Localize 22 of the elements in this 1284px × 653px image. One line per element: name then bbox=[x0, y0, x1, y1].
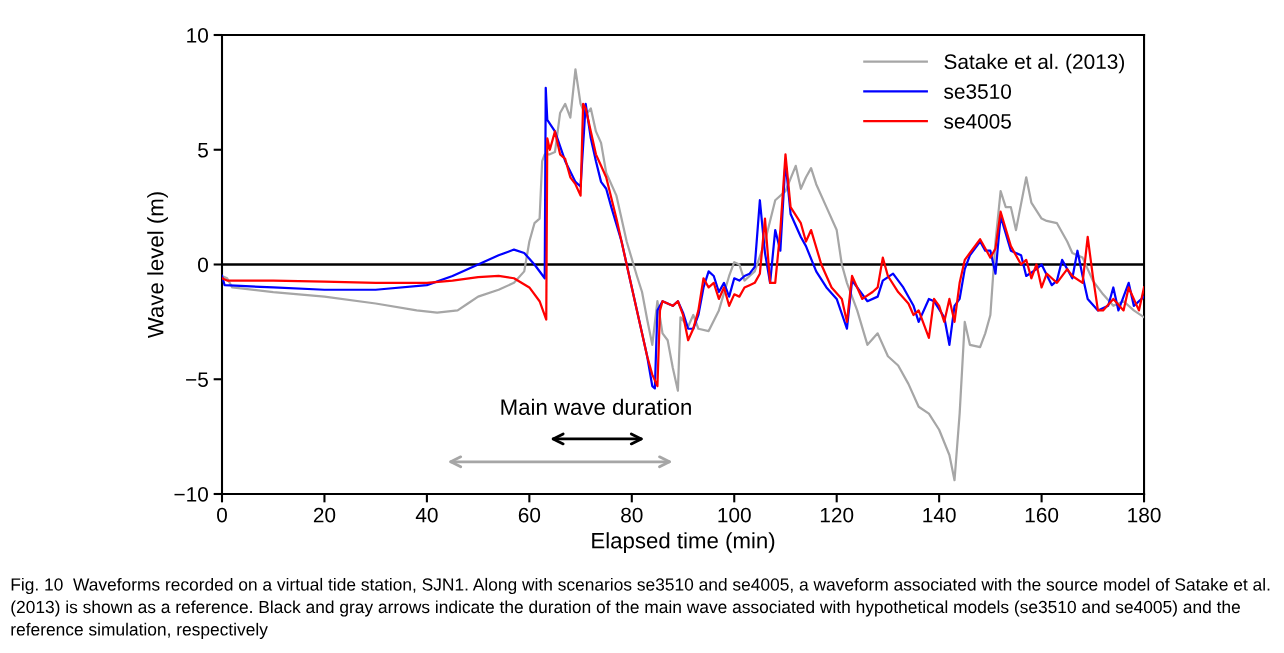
y-tick-label: −5 bbox=[186, 372, 208, 387]
x-axis-title: Elapsed time (min) bbox=[592, 532, 775, 553]
y-tick-label: −10 bbox=[174, 487, 208, 502]
y-tick-label: 10 bbox=[187, 28, 208, 43]
x-tick-label: 40 bbox=[415, 507, 438, 523]
x-tick-label: 80 bbox=[621, 507, 643, 523]
legend-label: se3510 bbox=[944, 84, 1012, 99]
x-tick-label: 100 bbox=[718, 507, 751, 523]
x-tick-label: 0 bbox=[217, 507, 227, 523]
x-tick-label: 160 bbox=[1025, 507, 1059, 523]
legend-label: Satake et al. (2013) bbox=[944, 53, 1125, 74]
x-tick-label: 20 bbox=[313, 507, 336, 523]
x-tick-label: 120 bbox=[820, 507, 854, 523]
y-tick-label: 0 bbox=[198, 257, 208, 273]
annotation: Main wave duration bbox=[501, 398, 691, 416]
y-axis-title: Wave level (m) bbox=[147, 192, 168, 339]
x-tick-label: 140 bbox=[923, 507, 956, 523]
legend-label: se4005 bbox=[944, 113, 1011, 129]
x-tick-label: 60 bbox=[518, 507, 541, 523]
caption: Fig. 10 Waveforms recorded on a virtual tide station, SJN1. Along with scenarios se3510 and se4005, a waveform associated with the source model of Satake et al. (2013) is shown as a reference. Black and gray arrows indicate the duration of the main wave associated with hypothetical models (se3510 and se4005) and the reference simulation, respectively bbox=[11, 577, 1270, 640]
y-tick-label: 5 bbox=[198, 142, 208, 158]
x-tick-label: 180 bbox=[1128, 507, 1161, 523]
